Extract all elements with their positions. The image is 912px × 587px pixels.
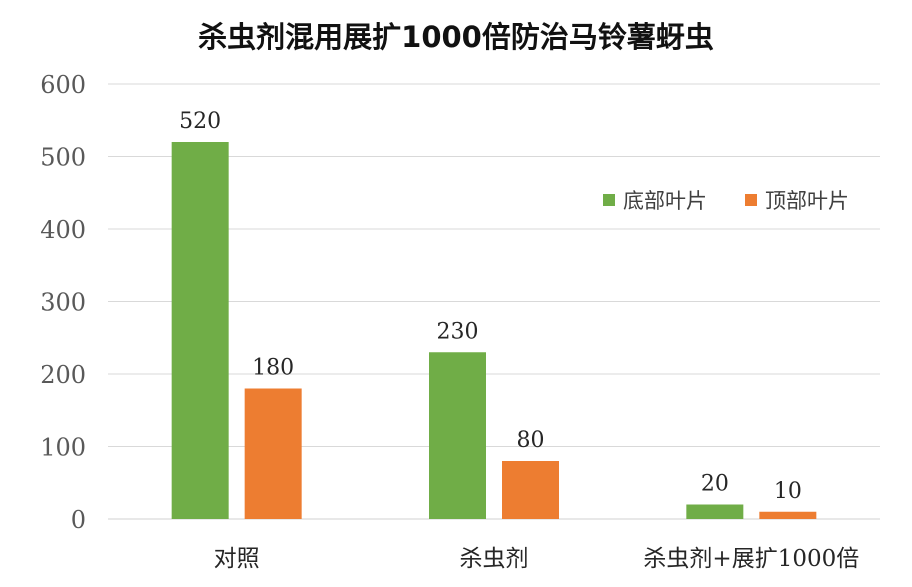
legend-label: 底部叶片 [623,189,707,213]
data-label: 180 [252,356,294,381]
y-tick-label: 0 [71,506,86,534]
chart-title: 杀虫剂混用展扩1000倍防治马铃薯蚜虫 [198,20,714,54]
legend-label: 顶部叶片 [765,189,849,213]
data-label: 520 [179,109,221,134]
bar [759,511,817,519]
y-tick-label: 200 [40,361,86,389]
x-category-label: 杀虫剂 [460,546,529,572]
y-tick-label: 600 [40,71,86,99]
x-category-label: 杀虫剂+展扩1000倍 [643,546,859,572]
y-tick-label: 100 [40,434,86,462]
data-label: 80 [517,428,545,453]
legend-swatch [603,194,615,206]
bar [171,142,229,519]
data-label: 10 [774,479,802,504]
x-category-label: 对照 [214,546,260,572]
y-tick-label: 300 [40,289,86,317]
bar [502,461,559,519]
bar [429,352,486,519]
data-label: 20 [701,472,729,497]
bar [686,504,744,519]
bar [244,388,302,519]
y-tick-label: 400 [40,216,86,244]
y-tick-label: 500 [40,144,86,172]
data-label: 230 [437,319,479,344]
legend-swatch [745,194,757,206]
